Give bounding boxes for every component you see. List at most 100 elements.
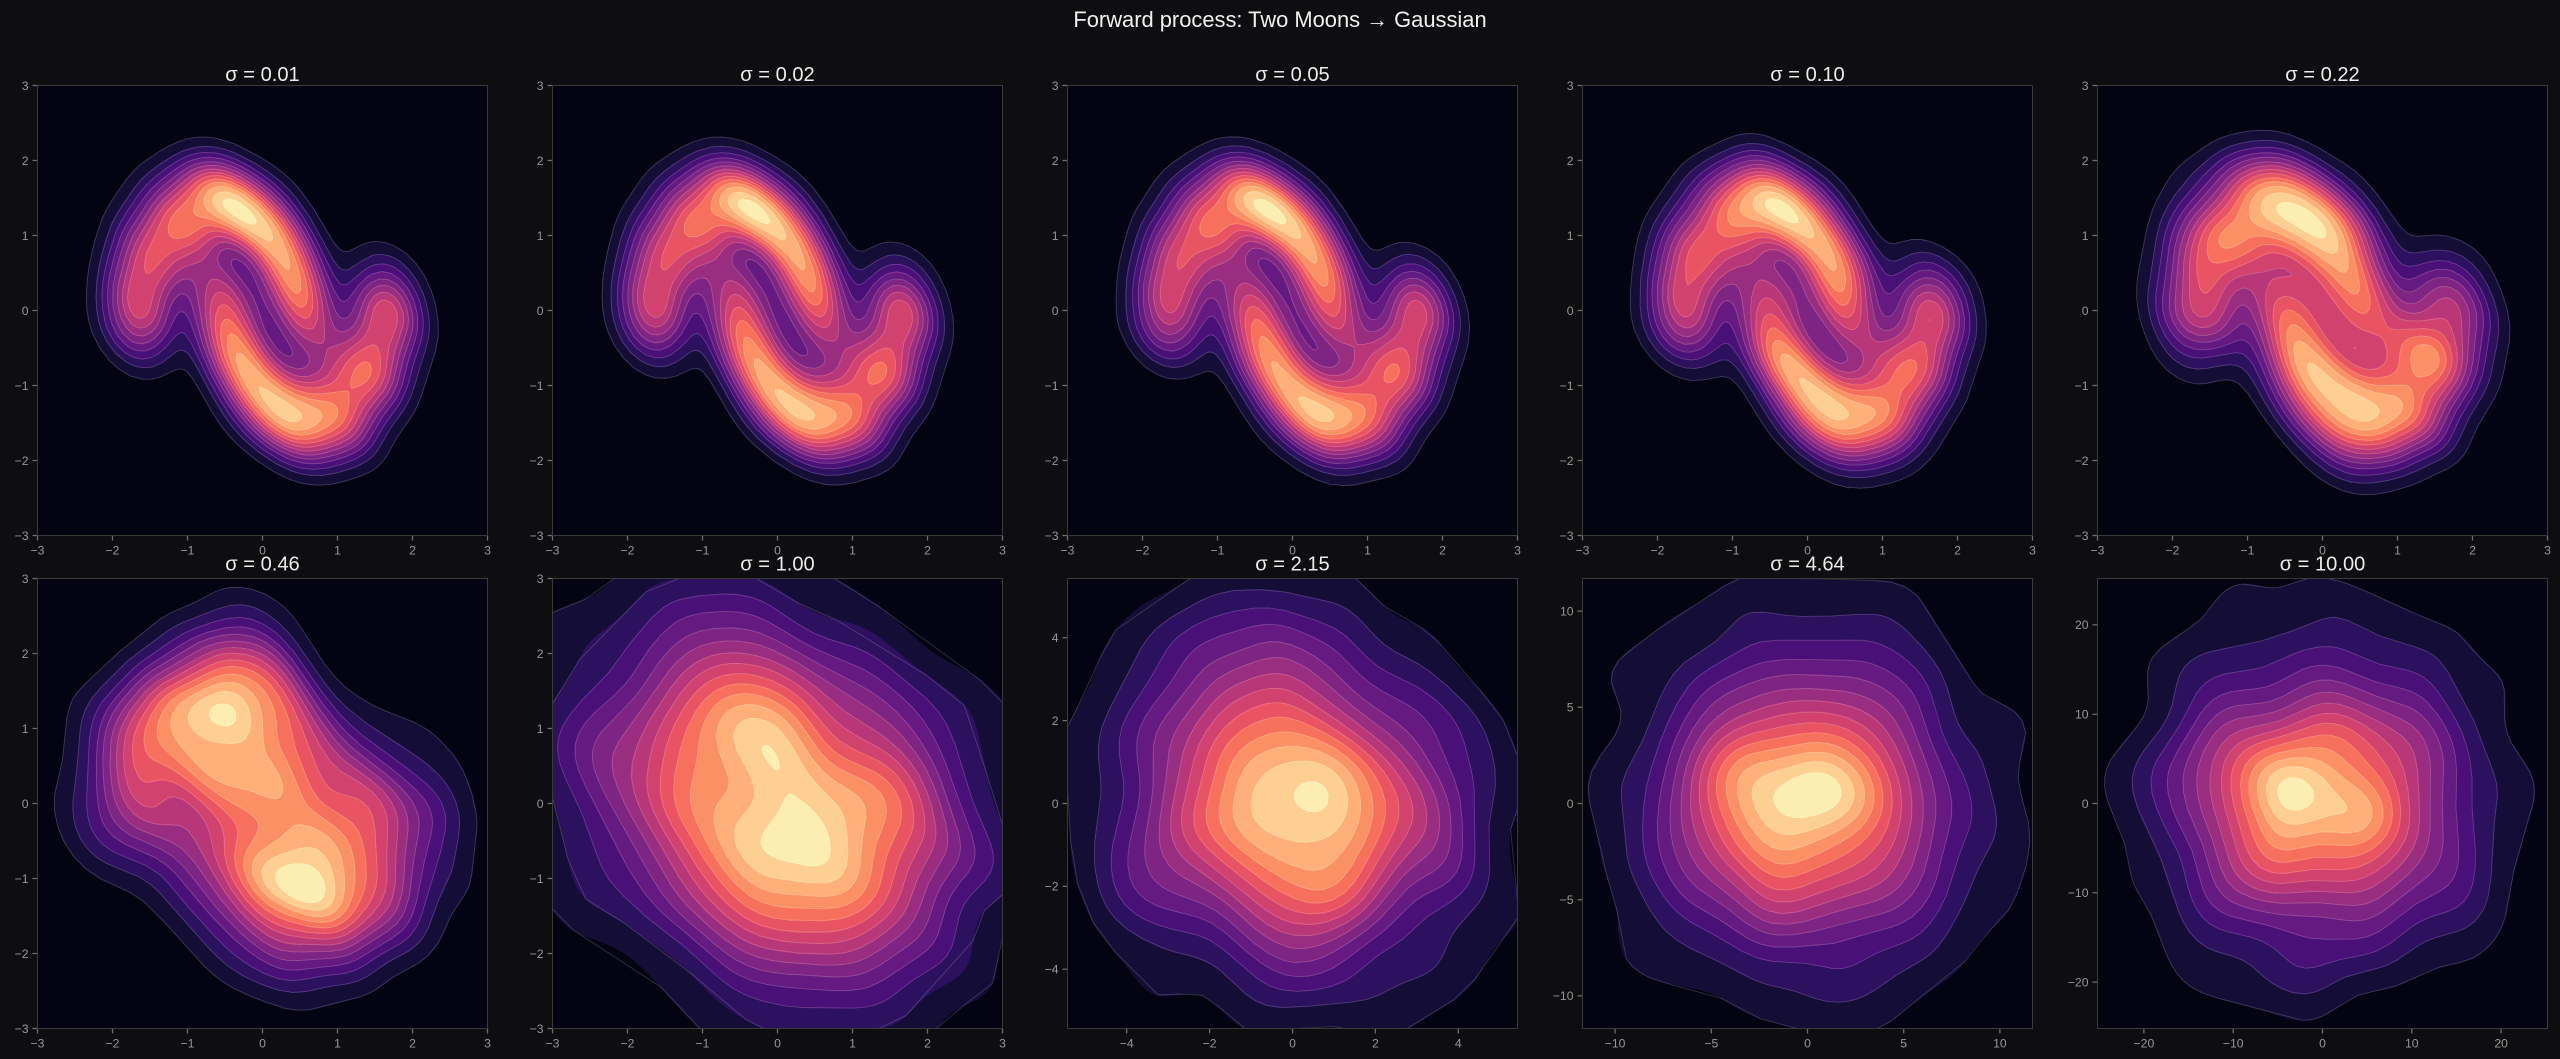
svg-text:0: 0 <box>1567 797 1574 811</box>
svg-text:0: 0 <box>2319 544 2326 558</box>
svg-text:0: 0 <box>537 304 544 318</box>
svg-text:2: 2 <box>924 1037 931 1051</box>
svg-text:Forward process: Two Moons → G: Forward process: Two Moons → Gaussian <box>1073 7 1486 32</box>
svg-text:20: 20 <box>2494 1037 2508 1051</box>
svg-text:2: 2 <box>409 1037 416 1051</box>
svg-text:−20: −20 <box>2134 1037 2155 1051</box>
svg-text:σ = 0.46: σ = 0.46 <box>225 554 299 576</box>
svg-text:−1: −1 <box>181 544 195 558</box>
svg-text:−1: −1 <box>1726 544 1740 558</box>
svg-text:0: 0 <box>1052 797 1059 811</box>
svg-text:0: 0 <box>774 544 781 558</box>
svg-text:−4: −4 <box>1120 1037 1134 1051</box>
svg-text:σ = 2.15: σ = 2.15 <box>1255 554 1329 576</box>
svg-text:3: 3 <box>537 572 544 586</box>
svg-text:σ = 0.02: σ = 0.02 <box>740 64 814 86</box>
svg-text:−10: −10 <box>2223 1037 2244 1051</box>
svg-text:1: 1 <box>334 544 341 558</box>
svg-text:1: 1 <box>2394 544 2401 558</box>
svg-text:−2: −2 <box>1560 454 1574 468</box>
svg-text:σ = 0.05: σ = 0.05 <box>1255 64 1329 86</box>
svg-text:0: 0 <box>2082 797 2089 811</box>
svg-text:−2: −2 <box>1136 544 1150 558</box>
svg-text:2: 2 <box>1567 154 1574 168</box>
svg-text:0: 0 <box>1289 544 1296 558</box>
svg-text:−1: −1 <box>2075 379 2089 393</box>
svg-text:3: 3 <box>999 1037 1006 1051</box>
svg-text:−20: −20 <box>2068 975 2089 989</box>
svg-text:−2: −2 <box>1045 454 1059 468</box>
svg-text:−3: −3 <box>1061 544 1075 558</box>
svg-text:0: 0 <box>2319 1037 2326 1051</box>
svg-text:20: 20 <box>2075 618 2089 632</box>
svg-text:1: 1 <box>537 722 544 736</box>
svg-text:1: 1 <box>537 229 544 243</box>
svg-text:−3: −3 <box>15 1022 29 1036</box>
svg-text:−2: −2 <box>106 1037 120 1051</box>
svg-text:−2: −2 <box>15 947 29 961</box>
svg-text:−1: −1 <box>1045 379 1059 393</box>
svg-text:σ = 1.00: σ = 1.00 <box>740 554 814 576</box>
svg-text:−3: −3 <box>530 529 544 543</box>
svg-text:2: 2 <box>2469 544 2476 558</box>
svg-text:4: 4 <box>1052 631 1059 645</box>
svg-text:−3: −3 <box>15 529 29 543</box>
svg-text:0: 0 <box>1052 304 1059 318</box>
svg-text:3: 3 <box>1052 79 1059 93</box>
svg-text:−3: −3 <box>1576 544 1590 558</box>
svg-text:2: 2 <box>22 647 29 661</box>
svg-text:4: 4 <box>1455 1037 1462 1051</box>
svg-text:1: 1 <box>849 544 856 558</box>
svg-text:3: 3 <box>2029 544 2036 558</box>
svg-text:3: 3 <box>484 544 491 558</box>
svg-text:2: 2 <box>22 154 29 168</box>
svg-text:−2: −2 <box>1045 880 1059 894</box>
svg-text:10: 10 <box>1560 604 1574 618</box>
svg-text:σ = 4.64: σ = 4.64 <box>1770 554 1844 576</box>
svg-text:2: 2 <box>1052 154 1059 168</box>
svg-text:−2: −2 <box>621 1037 635 1051</box>
svg-text:3: 3 <box>1567 79 1574 93</box>
svg-text:−1: −1 <box>696 544 710 558</box>
svg-text:−3: −3 <box>546 1037 560 1051</box>
svg-text:−10: −10 <box>1605 1037 1626 1051</box>
svg-text:−2: −2 <box>530 454 544 468</box>
svg-text:2: 2 <box>1052 714 1059 728</box>
svg-text:−3: −3 <box>2075 529 2089 543</box>
svg-text:−2: −2 <box>1203 1037 1217 1051</box>
svg-text:10: 10 <box>2075 708 2089 722</box>
svg-text:2: 2 <box>1372 1037 1379 1051</box>
svg-text:−2: −2 <box>621 544 635 558</box>
svg-text:−1: −1 <box>1211 544 1225 558</box>
svg-text:2: 2 <box>409 544 416 558</box>
svg-text:−10: −10 <box>1553 989 1574 1003</box>
svg-text:0: 0 <box>774 1037 781 1051</box>
svg-text:3: 3 <box>537 79 544 93</box>
svg-text:−3: −3 <box>2091 544 2105 558</box>
svg-text:0: 0 <box>1567 304 1574 318</box>
svg-text:2: 2 <box>1439 544 1446 558</box>
svg-text:σ = 0.10: σ = 0.10 <box>1770 64 1844 86</box>
svg-text:3: 3 <box>484 1037 491 1051</box>
svg-text:−1: −1 <box>15 379 29 393</box>
svg-text:−2: −2 <box>530 947 544 961</box>
svg-text:5: 5 <box>1567 701 1574 715</box>
svg-text:−3: −3 <box>1560 529 1574 543</box>
svg-text:0: 0 <box>1289 1037 1296 1051</box>
svg-text:−1: −1 <box>530 872 544 886</box>
svg-text:0: 0 <box>1804 1037 1811 1051</box>
svg-text:0: 0 <box>537 797 544 811</box>
svg-text:σ = 0.22: σ = 0.22 <box>2285 64 2359 86</box>
svg-text:3: 3 <box>22 572 29 586</box>
svg-text:1: 1 <box>849 1037 856 1051</box>
svg-text:1: 1 <box>2082 229 2089 243</box>
svg-text:−2: −2 <box>2075 454 2089 468</box>
svg-text:2: 2 <box>537 647 544 661</box>
svg-text:−2: −2 <box>2166 544 2180 558</box>
svg-text:1: 1 <box>1879 544 1886 558</box>
svg-text:−1: −1 <box>15 872 29 886</box>
svg-text:2: 2 <box>2082 154 2089 168</box>
svg-text:1: 1 <box>1567 229 1574 243</box>
svg-text:1: 1 <box>1364 544 1371 558</box>
svg-text:−3: −3 <box>31 1037 45 1051</box>
